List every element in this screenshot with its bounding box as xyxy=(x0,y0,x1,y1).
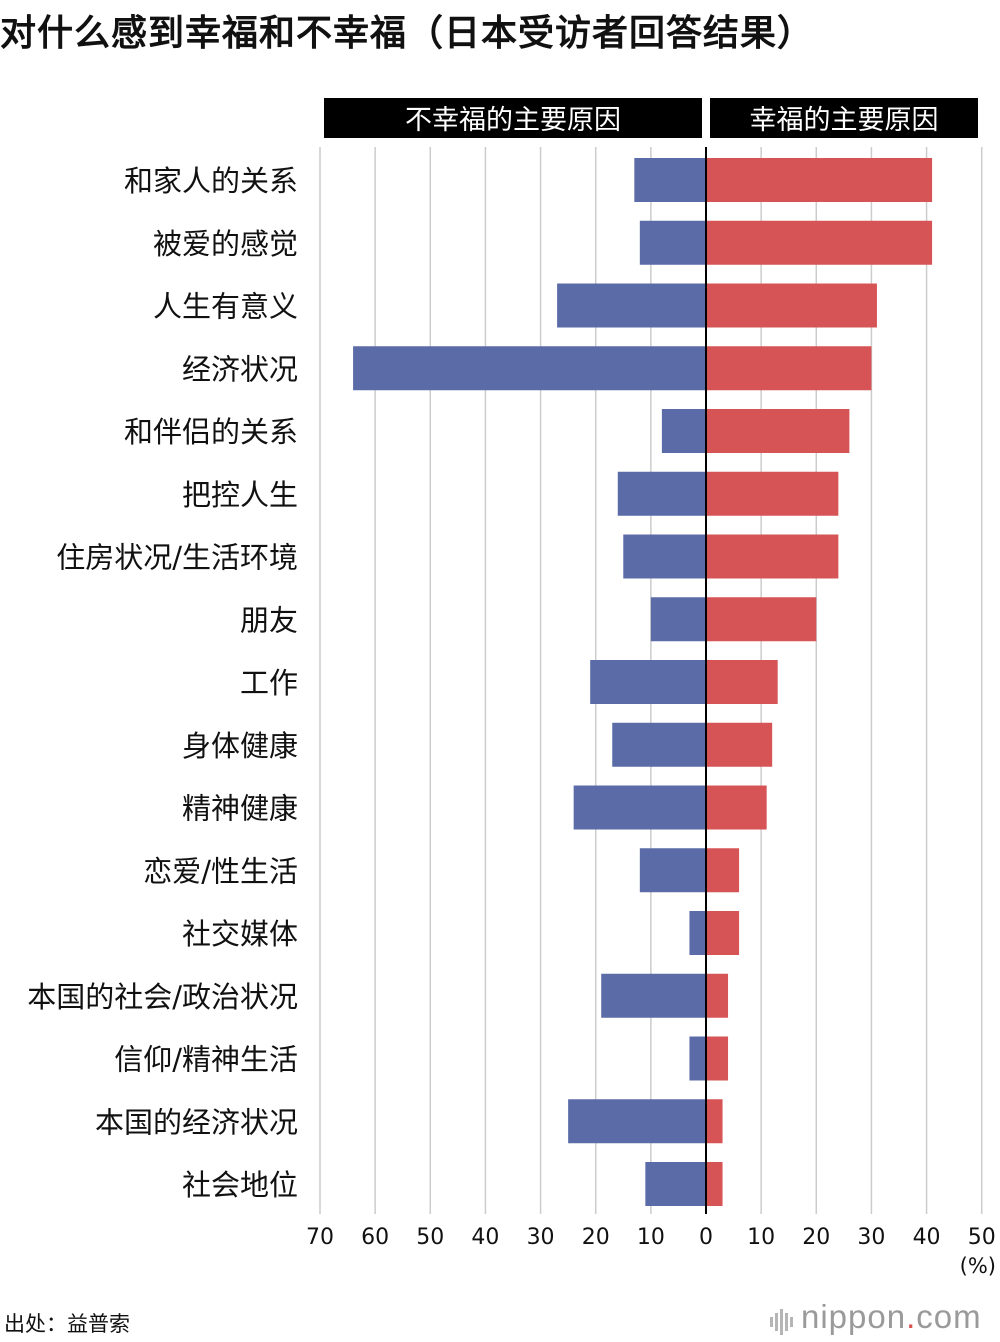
header-right-label: 幸福的主要原因 xyxy=(750,105,939,136)
bar-unhappy xyxy=(557,283,706,328)
unit-label: (%) xyxy=(960,1254,996,1278)
bar-happy xyxy=(706,220,933,265)
bar-happy xyxy=(706,973,729,1018)
category-label: 被爱的感觉 xyxy=(153,227,298,261)
bar-happy xyxy=(706,911,740,955)
logo-name: nippon xyxy=(801,1298,907,1335)
category-label: 信仰/精神生活 xyxy=(114,1043,298,1077)
category-label: 和伴侣的关系 xyxy=(124,415,298,449)
chart-title: 对什么感到幸福和不幸福（日本受访者回答结果） xyxy=(0,13,815,54)
bar-happy xyxy=(706,1036,729,1081)
tick-label: 60 xyxy=(361,1225,389,1250)
tick-label: 10 xyxy=(747,1225,775,1250)
bars xyxy=(353,158,933,1206)
logo-dot: . xyxy=(906,1298,917,1335)
tick-label: 70 xyxy=(306,1225,334,1250)
bar-unhappy xyxy=(645,1162,706,1206)
bar-unhappy xyxy=(634,158,706,202)
bar-happy xyxy=(706,346,872,391)
bar-unhappy xyxy=(639,220,706,265)
tick-label: 20 xyxy=(802,1225,830,1250)
bar-unhappy xyxy=(650,597,706,642)
bar-happy xyxy=(706,283,877,328)
bar-happy xyxy=(706,409,850,453)
diverging-bar-chart: 不幸福的主要原因 幸福的主要原因 和家人的关系被爱的感觉人生有意义经济状况和伴侣… xyxy=(27,98,996,1278)
header-right-background xyxy=(710,98,978,138)
category-label: 经济状况 xyxy=(182,352,298,386)
tick-label: 50 xyxy=(968,1225,996,1250)
bar-happy xyxy=(706,158,933,202)
header-left-label: 不幸福的主要原因 xyxy=(405,105,621,136)
category-label: 和家人的关系 xyxy=(124,164,298,198)
bar-unhappy xyxy=(661,409,706,453)
bar-happy xyxy=(706,471,839,516)
tick-label: 10 xyxy=(637,1225,665,1250)
category-label: 工作 xyxy=(240,666,298,700)
bar-happy xyxy=(706,848,740,893)
bar-happy xyxy=(706,597,817,642)
logo-tld: com xyxy=(916,1298,982,1335)
bar-unhappy xyxy=(689,1036,706,1081)
tick-label: 50 xyxy=(416,1225,444,1250)
tick-label: 20 xyxy=(582,1225,610,1250)
category-label: 本国的社会/政治状况 xyxy=(27,980,298,1014)
bar-unhappy xyxy=(568,1099,706,1144)
tick-label: 40 xyxy=(913,1225,941,1250)
category-label: 社交媒体 xyxy=(182,917,298,951)
category-label: 恋爱/性生活 xyxy=(143,854,298,888)
tick-label: 40 xyxy=(471,1225,499,1250)
bar-unhappy xyxy=(573,785,706,830)
bar-happy xyxy=(706,785,767,830)
logo-mark-icon xyxy=(770,1300,795,1338)
category-label: 把控人生 xyxy=(182,478,298,512)
bar-happy xyxy=(706,660,778,704)
x-axis-ticks: 70 60 50 40 30 20 10 0 10 20 30 40 50 xyxy=(306,1225,996,1250)
bar-unhappy xyxy=(623,534,706,579)
bar-unhappy xyxy=(353,346,706,391)
panel-headers: 不幸福的主要原因 幸福的主要原因 xyxy=(324,98,978,138)
bar-unhappy xyxy=(601,973,706,1018)
category-label: 本国的经济状况 xyxy=(95,1105,298,1139)
bar-happy xyxy=(706,534,839,579)
bar-unhappy xyxy=(639,848,706,893)
bar-unhappy xyxy=(617,471,706,516)
tick-label: 30 xyxy=(527,1225,555,1250)
nippon-logo: nippon.com xyxy=(770,1298,982,1338)
bar-happy xyxy=(706,722,773,767)
bar-unhappy xyxy=(689,911,706,955)
category-label: 人生有意义 xyxy=(153,290,298,324)
bar-happy xyxy=(706,1162,723,1206)
source-note: 出处：益普索 xyxy=(4,1312,130,1336)
bar-unhappy xyxy=(612,722,706,767)
category-label: 精神健康 xyxy=(182,792,298,826)
category-labels: 和家人的关系被爱的感觉人生有意义经济状况和伴侣的关系把控人生住房状况/生活环境朋… xyxy=(27,164,298,1202)
tick-label: 0 xyxy=(699,1225,713,1250)
category-label: 住房状况/生活环境 xyxy=(56,541,298,575)
header-left-background xyxy=(324,98,702,138)
category-label: 社会地位 xyxy=(182,1168,298,1202)
tick-label: 30 xyxy=(857,1225,885,1250)
bar-happy xyxy=(706,1099,723,1144)
bar-unhappy xyxy=(590,660,706,704)
category-label: 朋友 xyxy=(240,603,298,637)
category-label: 身体健康 xyxy=(182,729,298,763)
